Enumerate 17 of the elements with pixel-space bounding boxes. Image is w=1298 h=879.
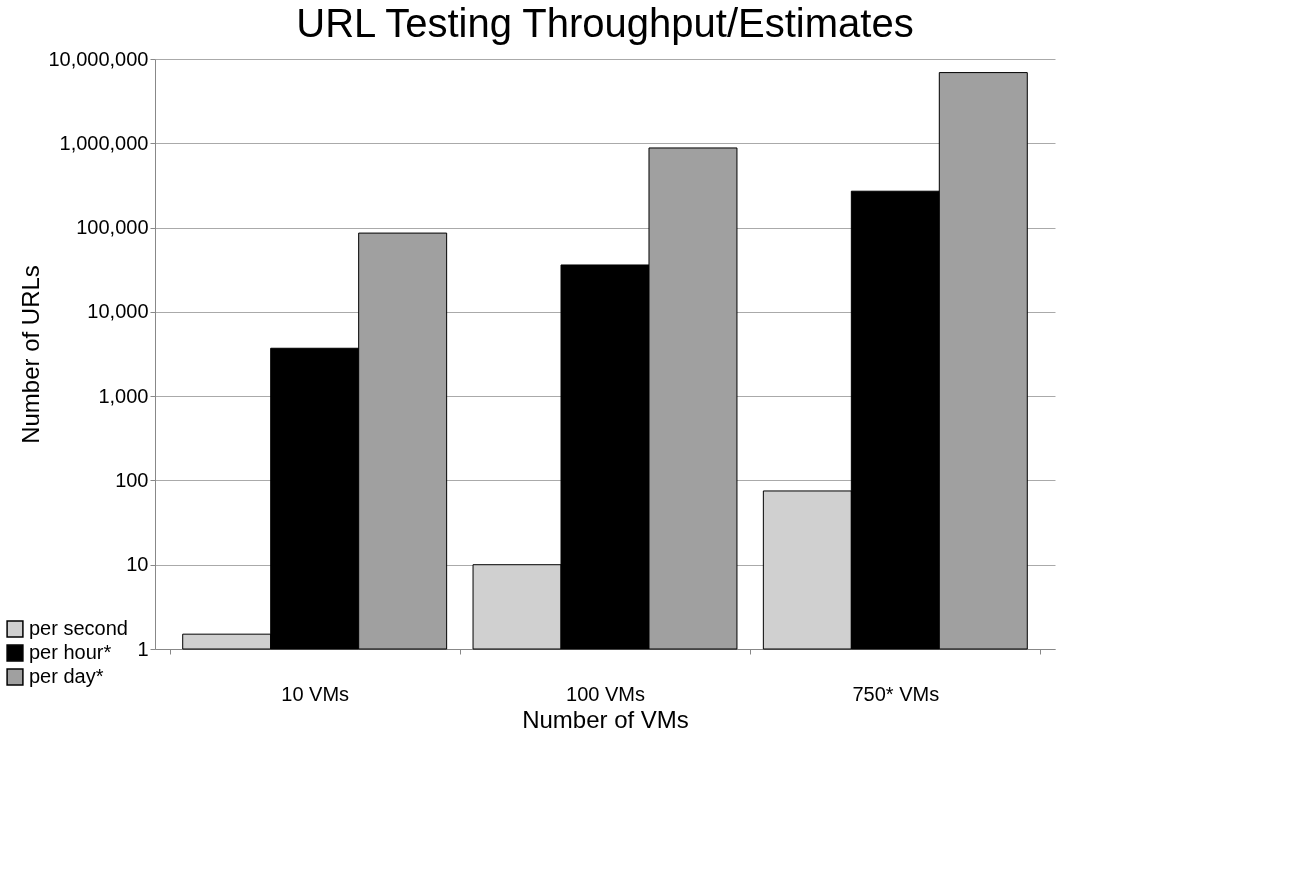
x-tick-label: 750* VMs xyxy=(852,682,940,705)
x-axis-title: Number of VMs xyxy=(522,705,689,733)
chart-title: URL Testing Throughput/Estimates xyxy=(296,1,914,45)
legend-label: per day* xyxy=(29,665,104,687)
y-tick-label: 100 xyxy=(115,468,149,491)
x-tick-label: 10 VMs xyxy=(281,682,350,705)
y-tick-label: 10,000 xyxy=(87,300,149,323)
x-tick-label: 100 VMs xyxy=(566,682,645,705)
y-axis-title: Number of URLs xyxy=(17,265,45,444)
legend-label: per hour* xyxy=(29,641,112,663)
legend-label: per second xyxy=(29,617,128,639)
y-tick-label: 1,000,000 xyxy=(59,131,149,154)
y-tick-label: 1 xyxy=(137,637,149,660)
y-tick-label: 100,000 xyxy=(76,216,149,239)
y-tick-label: 1,000 xyxy=(98,384,149,407)
y-tick-label: 10,000,000 xyxy=(48,47,149,70)
y-tick-label: 10 xyxy=(126,553,149,576)
